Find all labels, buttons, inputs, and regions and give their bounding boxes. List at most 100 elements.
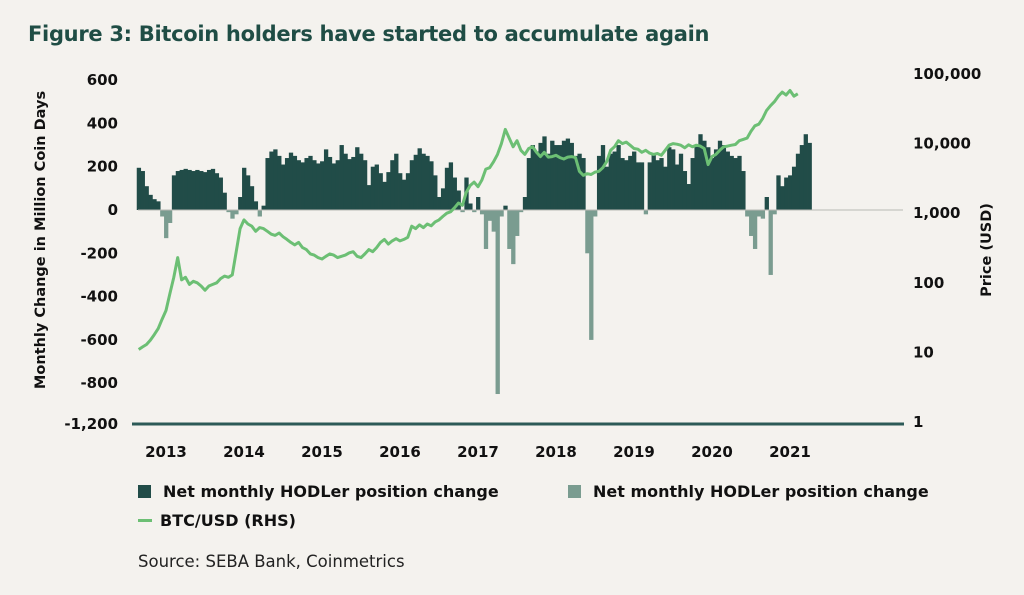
- positive-bar: [628, 155, 633, 211]
- negative-bar: [472, 210, 477, 213]
- positive-bar: [667, 147, 672, 210]
- legend-label: BTC/USD (RHS): [160, 511, 296, 530]
- positive-bar: [437, 197, 442, 210]
- negative-bar: [160, 210, 165, 217]
- negative-bar: [257, 210, 262, 217]
- positive-bar: [253, 201, 259, 210]
- positive-bar: [717, 140, 723, 210]
- positive-bar: [550, 140, 555, 210]
- positive-bar: [288, 152, 294, 210]
- positive-bar: [788, 175, 793, 210]
- positive-bar: [300, 162, 305, 210]
- positive-bar: [690, 158, 695, 210]
- positive-bar: [323, 149, 329, 210]
- positive-bar: [195, 169, 200, 210]
- x-tick-label: 2015: [301, 443, 343, 461]
- chart: 600 400 200 0 -200 -400 -600 -800 -1,200 100,000…: [33, 65, 995, 461]
- x-tick-label: 2019: [613, 443, 655, 461]
- positive-bar: [581, 158, 586, 210]
- negative-bar: [518, 210, 524, 213]
- x-tick-label: 2020: [691, 443, 733, 461]
- x-tick-label: 2014: [223, 443, 265, 461]
- positive-bar: [600, 145, 606, 210]
- negative-area-layer: [160, 210, 777, 395]
- negative-bar: [507, 210, 512, 249]
- positive-bar: [799, 145, 805, 210]
- positive-bar: [320, 161, 325, 210]
- positive-bar: [784, 177, 789, 210]
- x-axis-ticks: 2013 2014 2015 2016 2017 2018 2019 2020 2021: [145, 443, 811, 461]
- positive-bar: [651, 153, 656, 210]
- positive-bar: [281, 164, 286, 210]
- positive-bar: [199, 171, 204, 210]
- legend-swatch-dark: [138, 485, 151, 498]
- positive-bar: [721, 145, 727, 210]
- positive-bar: [522, 197, 528, 210]
- positive-bar: [218, 177, 223, 210]
- positive-bar: [440, 188, 446, 210]
- positive-bar: [561, 140, 567, 210]
- positive-bar: [686, 184, 691, 210]
- positive-bar: [366, 185, 372, 210]
- positive-bar: [725, 151, 730, 210]
- positive-bar: [401, 179, 407, 210]
- positive-bar: [140, 171, 145, 210]
- positive-bar: [678, 153, 684, 210]
- positive-bar: [265, 158, 270, 210]
- positive-bar: [136, 167, 142, 210]
- positive-bar: [183, 168, 188, 210]
- positive-bar: [171, 175, 177, 210]
- y2-axis-label: Price (USD): [979, 203, 995, 297]
- negative-bar: [749, 210, 754, 236]
- positive-bar: [542, 136, 547, 210]
- positive-bar: [425, 155, 430, 211]
- positive-bar: [468, 203, 473, 210]
- positive-bar: [296, 160, 301, 210]
- positive-bar: [444, 167, 450, 210]
- legend-item-negative: Net monthly HODLer position change: [568, 482, 929, 501]
- negative-bar: [487, 210, 493, 221]
- positive-bar: [417, 148, 422, 210]
- negative-bar: [226, 210, 231, 213]
- positive-bar: [554, 145, 559, 210]
- positive-bar: [413, 154, 418, 210]
- negative-bar: [511, 210, 516, 265]
- chart-title: Figure 3: Bitcoin holders have started t…: [28, 22, 710, 46]
- positive-bar: [737, 155, 742, 211]
- positive-bar: [203, 172, 208, 210]
- positive-bar: [530, 145, 535, 210]
- positive-bar: [698, 134, 703, 210]
- positive-bar: [682, 171, 688, 210]
- positive-bar: [733, 158, 738, 210]
- y-tick-label: 0: [108, 201, 118, 219]
- positive-bar: [284, 158, 290, 210]
- positive-bar: [390, 160, 395, 210]
- positive-bar: [659, 158, 664, 210]
- positive-bar: [546, 153, 551, 210]
- positive-bar: [596, 155, 602, 211]
- positive-bar: [191, 171, 196, 210]
- positive-bar: [277, 155, 282, 211]
- positive-bar: [374, 164, 379, 210]
- positive-bar: [273, 149, 278, 210]
- y2-tick-label: 1: [913, 413, 923, 431]
- btc-price-line: [137, 89, 799, 351]
- positive-area-layer: [136, 134, 812, 211]
- positive-bar: [378, 173, 383, 210]
- positive-bar: [729, 155, 734, 211]
- negative-bar: [460, 210, 465, 213]
- positive-bar: [503, 205, 508, 210]
- legend-label: Net monthly HODLer position change: [163, 482, 499, 501]
- positive-bar: [538, 142, 543, 210]
- positive-bar: [386, 172, 391, 210]
- positive-bar: [405, 173, 411, 210]
- positive-bar: [382, 181, 387, 210]
- positive-bar: [339, 145, 344, 210]
- positive-bar: [316, 163, 321, 210]
- positive-bar: [148, 194, 153, 210]
- y-tick-label: -200: [80, 244, 118, 262]
- negative-bar: [745, 210, 750, 217]
- positive-bar: [456, 190, 461, 210]
- positive-bar: [335, 160, 340, 210]
- y-tick-label: -800: [80, 374, 118, 392]
